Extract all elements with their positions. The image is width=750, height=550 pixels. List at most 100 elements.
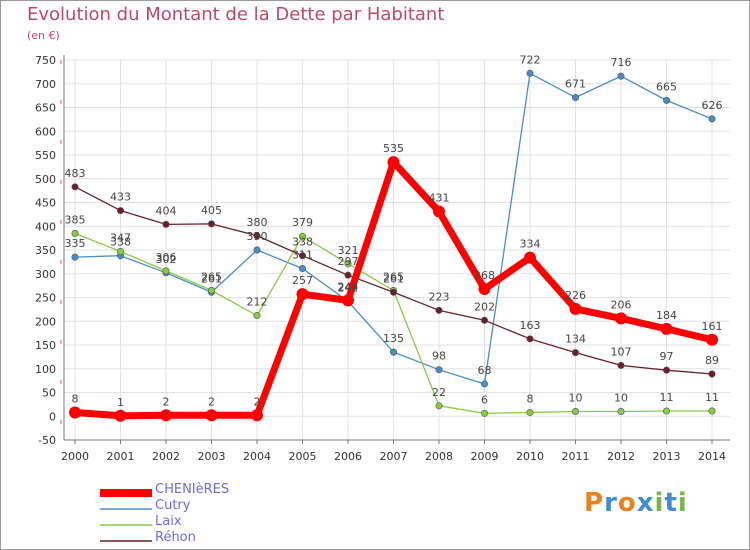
x-tick-label: 2013 [653, 450, 681, 463]
y-tick-label: 250 [35, 292, 56, 305]
data-label-rehon: 107 [611, 345, 632, 358]
data-label-laix: 10 [614, 392, 628, 405]
x-tick-label: 2009 [471, 450, 499, 463]
data-point-laix [571, 407, 579, 415]
legend-swatch-rehon [100, 540, 152, 542]
data-label-laix: 212 [247, 296, 268, 309]
x-tick-label: 2012 [607, 450, 635, 463]
data-label-laix: 22 [432, 386, 446, 399]
y-tick-label: 700 [35, 78, 56, 91]
data-point-rehon [71, 183, 79, 191]
data-label-chenieres: 8 [72, 392, 79, 405]
data-point-rehon [253, 232, 261, 240]
data-label-rehon: 223 [429, 290, 450, 303]
data-label-cutry: 335 [65, 237, 86, 250]
x-tick-label: 2010 [516, 450, 544, 463]
data-label-chenieres: 334 [520, 238, 541, 251]
data-label-chenieres: 244 [338, 280, 359, 293]
data-label-laix: 385 [65, 213, 86, 226]
y-tick-label: 500 [35, 173, 56, 186]
legend-label-rehon: Réhon [155, 530, 196, 545]
data-label-cutry: 671 [565, 78, 586, 91]
data-label-laix: 265 [201, 270, 222, 283]
data-point-chenieres [160, 409, 172, 422]
data-point-rehon [435, 306, 443, 314]
data-label-rehon: 297 [338, 255, 359, 268]
data-label-laix: 8 [527, 392, 534, 405]
data-point-cutry [298, 265, 306, 273]
data-label-rehon: 338 [292, 236, 313, 249]
x-tick-label: 2008 [425, 450, 453, 463]
data-label-laix: 321 [338, 244, 359, 257]
data-label-cutry: 716 [611, 56, 632, 69]
data-label-chenieres: 2 [163, 395, 170, 408]
x-tick-label: 2002 [152, 450, 180, 463]
x-tick-label: 2003 [198, 450, 226, 463]
data-point-cutry [389, 348, 397, 356]
data-label-cutry: 722 [520, 53, 541, 66]
data-point-chenieres [342, 294, 354, 307]
data-point-chenieres [296, 288, 309, 301]
data-point-laix [253, 312, 261, 320]
data-label-laix: 6 [481, 393, 488, 406]
data-label-laix: 10 [569, 392, 583, 405]
data-point-rehon [617, 361, 625, 369]
y-tick-label: 750 [35, 54, 56, 67]
data-label-rehon: 163 [520, 319, 541, 332]
data-label-cutry: 311 [292, 249, 313, 262]
data-point-rehon [162, 220, 170, 228]
data-label-rehon: 202 [474, 300, 495, 313]
data-point-laix [162, 267, 170, 275]
data-label-laix: 379 [292, 216, 313, 229]
x-tick-label: 2007 [380, 450, 408, 463]
y-tick-label: 200 [35, 315, 56, 328]
data-point-laix [662, 407, 670, 415]
data-point-chenieres [660, 322, 673, 335]
data-point-chenieres [387, 156, 400, 169]
data-label-chenieres: 431 [429, 192, 450, 205]
data-label-cutry: 261 [201, 272, 222, 285]
y-tick-label: 600 [35, 125, 56, 138]
chart-subtitle: (en €) [27, 29, 60, 42]
data-label-cutry: 626 [702, 99, 723, 112]
data-label-rehon: 380 [247, 216, 268, 229]
data-label-chenieres: 2 [208, 395, 215, 408]
y-tick-label: 100 [35, 363, 56, 376]
y-tick-label: 350 [35, 244, 56, 257]
data-label-chenieres: 257 [292, 274, 313, 287]
data-point-cutry [253, 246, 261, 254]
data-label-chenieres: 226 [565, 289, 586, 302]
data-point-laix [344, 260, 352, 268]
y-tick-label: 400 [35, 220, 56, 233]
legend-swatch-cutry [100, 508, 152, 510]
legend-swatch-chenieres [100, 489, 152, 497]
data-label-rehon: 433 [110, 191, 131, 204]
data-label-cutry: 135 [383, 332, 404, 345]
data-point-rehon [526, 335, 534, 343]
proxiti-logo: Proxiti [584, 488, 688, 518]
data-point-cutry [526, 69, 534, 77]
data-label-laix: 11 [660, 391, 674, 404]
data-label-cutry: 68 [478, 364, 492, 377]
data-point-cutry [480, 380, 488, 388]
data-point-laix [298, 232, 306, 240]
y-tick-label: 550 [35, 149, 56, 162]
data-point-rehon [662, 366, 670, 374]
data-point-rehon [117, 207, 125, 215]
data-label-chenieres: 161 [702, 320, 723, 333]
data-point-laix [617, 407, 625, 415]
data-label-chenieres: 206 [611, 298, 632, 311]
data-label-cutry: 98 [432, 350, 446, 363]
legend-label-chenieres: CHENIèRES [155, 482, 230, 497]
data-point-cutry [662, 96, 670, 104]
data-label-chenieres: 184 [656, 309, 677, 322]
data-label-rehon: 89 [705, 354, 719, 367]
data-point-laix [208, 286, 216, 294]
data-label-rehon: 97 [660, 350, 674, 363]
data-point-chenieres [205, 409, 218, 422]
data-label-cutry: 665 [656, 80, 677, 93]
data-label-cutry: 302 [156, 253, 177, 266]
y-tick-label: 300 [35, 268, 56, 281]
data-label-rehon: 134 [565, 333, 586, 346]
